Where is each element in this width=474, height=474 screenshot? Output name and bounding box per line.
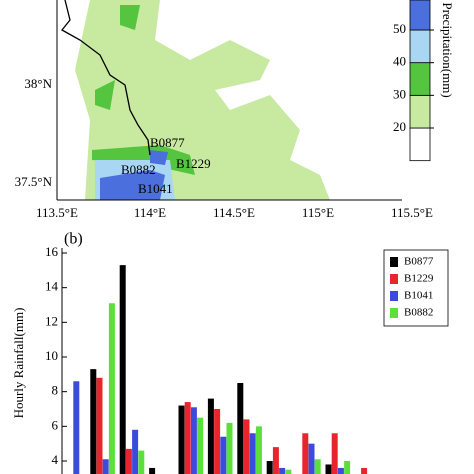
legend-swatch	[390, 257, 398, 267]
bar	[220, 436, 227, 474]
map-x-tick-label: 114.5°E	[213, 205, 255, 220]
bar	[302, 433, 309, 474]
bar	[308, 443, 315, 474]
border	[61, 0, 151, 156]
bar	[249, 433, 256, 474]
colorbar-segment	[409, 29, 431, 64]
bar	[255, 426, 262, 474]
legend-label: B0877	[404, 256, 434, 268]
bar	[226, 422, 233, 474]
station-label: B0877	[150, 135, 185, 150]
bar-chart: Hourly Rainfall(mm) (b) 4 6 8 10 12 14 16 B0877…	[11, 231, 449, 474]
bar	[344, 461, 351, 474]
bar	[73, 381, 80, 474]
panel-label: (b)	[64, 231, 83, 248]
bar	[102, 459, 109, 474]
y-tick-label: 8	[52, 383, 59, 398]
bar	[243, 419, 250, 474]
bar	[331, 433, 338, 474]
map-x-tick-label: 115°E	[302, 205, 334, 220]
map-x-tick-label: 115.5°E	[391, 205, 433, 220]
legend-swatch	[390, 274, 398, 284]
bar	[337, 467, 344, 474]
colorbar-segment	[409, 127, 431, 162]
bar	[285, 469, 292, 474]
colorbar-segment	[409, 62, 431, 96]
y-tick-label: 14	[45, 279, 59, 294]
bar	[125, 448, 132, 474]
bar	[138, 450, 145, 474]
y-axis-label: Hourly Rainfall(mm)	[11, 308, 26, 419]
station-label: B1229	[176, 156, 211, 171]
map-y-tick-label: 37.5°N	[15, 174, 53, 189]
bar	[149, 467, 156, 474]
bar	[90, 369, 97, 474]
map-x-tick-label: 114°E	[134, 205, 166, 220]
bar	[119, 265, 126, 474]
bar	[108, 303, 115, 474]
bar	[178, 405, 185, 474]
colorbar-tick-label: 40	[393, 54, 406, 69]
map-y-tick-label: 38°N	[24, 76, 52, 91]
colorbar-tick-label: 30	[393, 86, 406, 101]
legend-label: B0882	[404, 307, 433, 319]
bar	[214, 409, 221, 474]
bar	[314, 459, 321, 474]
bar	[237, 383, 244, 474]
colorbar-segment	[409, 94, 431, 129]
y-tick-label: 10	[45, 348, 58, 363]
colorbar: 20 30 40 50	[393, 0, 434, 162]
map: 38°N 37.5°N 113.5°E 114°E 114.5°E 115°E …	[15, 0, 455, 220]
bar	[190, 407, 197, 474]
map-x-tick-label: 113.5°E	[36, 205, 78, 220]
y-tick-label: 16	[45, 244, 59, 259]
precip-30	[95, 5, 140, 110]
legend-swatch	[390, 308, 398, 318]
legend-label: B1229	[404, 273, 434, 285]
legend-swatch	[390, 291, 398, 301]
bar	[266, 461, 273, 474]
legend-label: B1041	[404, 290, 433, 302]
bar	[279, 467, 286, 474]
y-tick-label: 12	[45, 313, 58, 328]
bar	[96, 377, 103, 474]
station-label: B0882	[121, 162, 156, 177]
colorbar-segment	[409, 0, 431, 31]
bar	[184, 402, 191, 474]
station-label: B1041	[138, 181, 173, 196]
precip-50	[100, 150, 168, 200]
bar	[325, 464, 332, 474]
bar	[361, 467, 368, 474]
colorbar-tick-label: 50	[393, 21, 406, 36]
bar	[132, 429, 139, 474]
colorbar-tick-label: 20	[393, 119, 406, 134]
colorbar-label: Precipitation(mm)	[440, 2, 455, 97]
bar	[272, 447, 279, 474]
y-tick-label: 6	[52, 417, 59, 432]
bar	[207, 398, 214, 474]
y-tick-label: 4	[52, 452, 59, 467]
bar	[197, 417, 204, 474]
